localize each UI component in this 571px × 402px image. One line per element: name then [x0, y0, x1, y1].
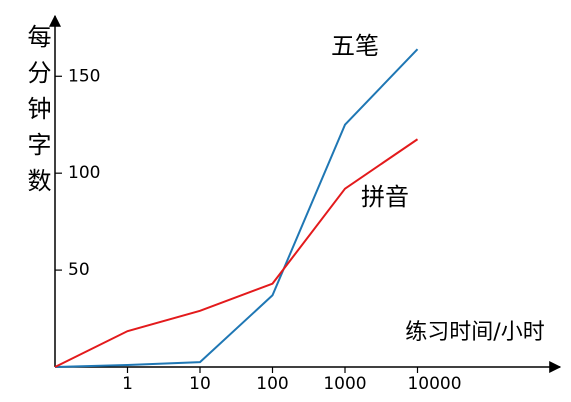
series-label: 拼音	[361, 183, 409, 211]
series-label: 五笔	[331, 32, 379, 60]
x-tick-label: 1	[122, 374, 133, 394]
x-tick-label: 1000	[323, 374, 366, 394]
y-axis-label: 每分钟字数	[23, 24, 51, 204]
y-tick-label: 150	[68, 66, 100, 86]
y-tick-label: 100	[68, 163, 100, 183]
y-tick-label: 50	[68, 260, 90, 280]
x-tick-label: 100	[256, 374, 288, 394]
x-tick-label: 10000	[407, 374, 461, 394]
x-tick-label: 10	[189, 374, 211, 394]
x-axis-label: 练习时间/小时	[405, 320, 544, 345]
series-line	[54, 138, 419, 368]
series-line	[54, 48, 419, 368]
